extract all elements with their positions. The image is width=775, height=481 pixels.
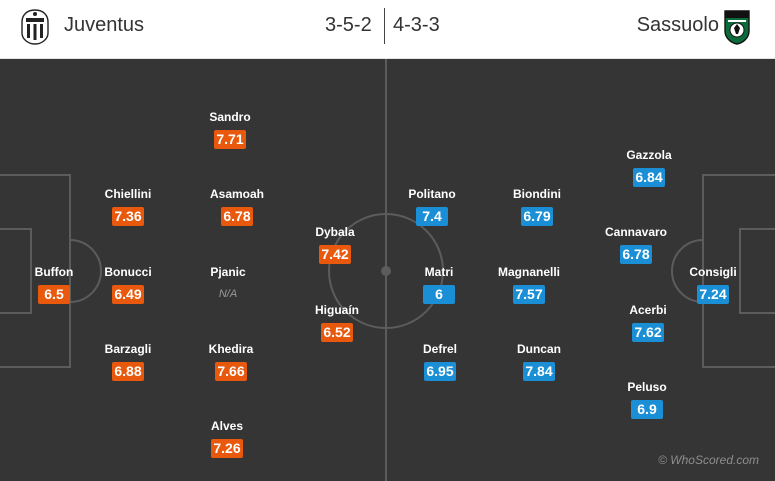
home-player[interactable]: Barzagli 6.88: [88, 342, 168, 381]
player-rating: 6.52: [321, 323, 353, 342]
player-name: Magnanelli: [497, 265, 560, 279]
player-rating: 7.57: [513, 285, 545, 304]
player-name: Cannavaro: [604, 225, 668, 239]
home-player[interactable]: Chiellini 7.36: [88, 187, 168, 226]
away-team-name: Sassuolo: [636, 14, 719, 36]
home-player[interactable]: Dybala 7.42: [295, 225, 375, 264]
away-player[interactable]: Gazzola 6.84: [609, 148, 689, 187]
away-player[interactable]: Acerbi 7.62: [608, 303, 688, 342]
player-rating: 6.84: [633, 168, 665, 187]
player-name: Peluso: [627, 380, 667, 394]
player-rating: 6.95: [424, 362, 456, 381]
home-player[interactable]: Pjanic N/A: [188, 265, 268, 304]
player-rating: 6.88: [112, 362, 144, 381]
sassuolo-crest-icon: [724, 10, 750, 45]
home-formation: 3-5-2: [325, 14, 372, 36]
player-rating: 7.71: [214, 130, 246, 149]
player-rating: 6.49: [112, 285, 144, 304]
home-player[interactable]: Khedira 7.66: [191, 342, 271, 381]
pitch: Sandro 7.71 Chiellini 7.36 Asamoah 6.78 …: [0, 59, 775, 481]
player-name: Higuaín: [315, 303, 359, 317]
home-team-name: Juventus: [64, 14, 145, 36]
player-name: Khedira: [208, 342, 254, 356]
player-name: Politano: [408, 187, 456, 201]
player-name: Buffon: [34, 265, 74, 279]
player-name: Chiellini: [104, 187, 152, 201]
home-player[interactable]: Alves 7.26: [187, 419, 267, 458]
player-name: Pjanic: [210, 265, 246, 279]
home-player[interactable]: Sandro 7.71: [190, 110, 270, 149]
player-name: Acerbi: [629, 303, 667, 317]
player-rating: 7.62: [632, 323, 664, 342]
player-rating: N/A: [218, 288, 238, 300]
player-name: Sandro: [209, 110, 251, 124]
player-rating: 6.78: [221, 207, 253, 226]
away-formation: 4-3-3: [393, 14, 440, 36]
player-name: Biondini: [513, 187, 561, 201]
player-rating: 7.4: [416, 207, 448, 226]
juventus-crest-icon: [21, 9, 49, 45]
away-player[interactable]: Defrel 6.95: [400, 342, 480, 381]
away-player[interactable]: Duncan 7.84: [499, 342, 579, 381]
player-name: Consigli: [689, 265, 737, 279]
player-rating: 7.26: [211, 439, 243, 458]
away-player[interactable]: Matri 6: [399, 265, 479, 304]
home-player[interactable]: Buffon 6.5: [14, 265, 94, 304]
player-rating: 6.79: [521, 207, 553, 226]
player-rating: 7.24: [697, 285, 729, 304]
player-rating: 7.36: [112, 207, 144, 226]
away-player[interactable]: Cannavaro 6.78: [596, 225, 676, 264]
player-rating: 6.78: [620, 245, 652, 264]
pitch-markings: [0, 59, 775, 481]
player-rating: 6.9: [631, 400, 663, 419]
home-player[interactable]: Higuaín 6.52: [297, 303, 377, 342]
away-player[interactable]: Magnanelli 7.57: [489, 265, 569, 304]
formation-divider: [384, 8, 385, 44]
away-player[interactable]: Biondini 6.79: [497, 187, 577, 226]
player-name: Barzagli: [104, 342, 152, 356]
match-header: Juventus 3-5-2 4-3-3 Sassuolo: [0, 0, 775, 59]
whoscored-watermark: © WhoScored.com: [658, 453, 759, 467]
player-name: Duncan: [516, 342, 561, 356]
player-rating: 6: [423, 285, 455, 304]
player-name: Asamoah: [209, 187, 265, 201]
player-name: Defrel: [422, 342, 457, 356]
away-player[interactable]: Consigli 7.24: [673, 265, 753, 304]
away-player[interactable]: Politano 7.4: [392, 187, 472, 226]
player-name: Dybala: [315, 225, 355, 239]
player-rating: 7.66: [215, 362, 247, 381]
away-player[interactable]: Peluso 6.9: [607, 380, 687, 419]
player-rating: 7.42: [319, 245, 351, 264]
player-rating: 7.84: [523, 362, 555, 381]
player-name: Alves: [210, 419, 244, 433]
player-name: Gazzola: [626, 148, 672, 162]
home-player[interactable]: Bonucci 6.49: [88, 265, 168, 304]
home-player[interactable]: Asamoah 6.78: [197, 187, 277, 226]
player-name: Bonucci: [104, 265, 152, 279]
player-rating: 6.5: [38, 285, 70, 304]
player-name: Matri: [424, 265, 454, 279]
